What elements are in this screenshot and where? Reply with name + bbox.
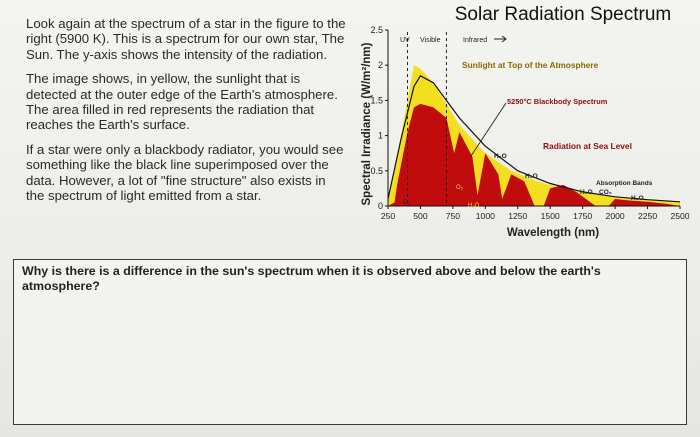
spectrum-chart: 0 0.5 1 1.5 2 2.5 250 500 750 1000 1250 1500 1750 200… xyxy=(361,4,690,239)
intro-text: Look again at the spectrum of a star in … xyxy=(26,16,346,212)
annotation-top-atmosphere: Sunlight at Top of the Atmosphere xyxy=(462,60,599,70)
x-tick-label-2: 750 xyxy=(446,211,461,221)
y-tick-label-1: 0.5 xyxy=(370,166,383,176)
annotation-absorption-bands: Absorption Bands xyxy=(596,180,653,187)
x-tick-label-7: 2000 xyxy=(606,211,625,221)
x-tick-label-0: 250 xyxy=(381,211,396,221)
label-h2o-2: H₂O xyxy=(525,173,538,180)
infrared-arrow xyxy=(494,35,507,43)
label-o2: O₂ xyxy=(456,185,464,191)
x-tick-label-5: 1500 xyxy=(541,211,560,221)
y-tick-label-5: 2.5 xyxy=(370,25,383,35)
question-text: Why is there is a difference in the sun'… xyxy=(22,264,601,293)
y-tick-label-0: 0 xyxy=(378,201,383,211)
series-blackbody-line xyxy=(387,75,681,203)
uv-region-label: UV xyxy=(400,37,410,44)
y-tick-label-4: 2 xyxy=(378,60,383,70)
annotation-sea-level: Radiation at Sea Level xyxy=(543,141,632,151)
label-h2o-5: H₂O xyxy=(468,203,480,209)
chart-title: Solar Radiation Spectrum xyxy=(455,4,672,25)
intro-paragraph-2: The image shows, in yellow, the sunlight… xyxy=(26,71,338,133)
series-sea-level-area xyxy=(388,103,680,206)
x-tick-label-3: 1000 xyxy=(476,211,495,221)
infrared-region-label: Infrared xyxy=(463,37,487,44)
annotation-blackbody: 5250°C Blackbody Spectrum xyxy=(507,97,608,106)
y-tick-label-3: 1.5 xyxy=(370,95,383,105)
visible-region-label: Visible xyxy=(420,37,441,44)
label-o3: O₃ xyxy=(403,200,411,206)
answer-box[interactable]: Why is there is a difference in the sun'… xyxy=(13,259,687,425)
x-tick-label-1: 500 xyxy=(413,211,428,221)
intro-paragraph-1: Look again at the spectrum of a star in … xyxy=(26,16,346,62)
solar-spectrum-figure: 0 0.5 1 1.5 2 2.5 250 500 750 1000 1250 1500 1750 200… xyxy=(348,0,700,240)
blackbody-pointer xyxy=(470,102,507,157)
y-tick-label-2: 1 xyxy=(378,131,383,141)
label-h2o-1: H₂O xyxy=(494,153,507,160)
label-h2o-4: H₂O xyxy=(631,195,644,202)
x-axis-label: Wavelength (nm) xyxy=(507,227,599,239)
label-co2: CO₂ xyxy=(599,189,612,196)
x-tick-label-4: 1250 xyxy=(508,211,527,221)
y-axis-label: Spectral Irradiance (W/m²/nm) xyxy=(361,42,373,205)
x-tick-label-8: 2250 xyxy=(638,211,657,221)
x-tick-label-6: 1750 xyxy=(573,211,592,221)
x-tick-label-9: 2500 xyxy=(670,211,689,221)
label-h2o-3: H₂O xyxy=(580,189,593,196)
intro-paragraph-3: If a star were only a blackbody radiator… xyxy=(26,141,344,204)
